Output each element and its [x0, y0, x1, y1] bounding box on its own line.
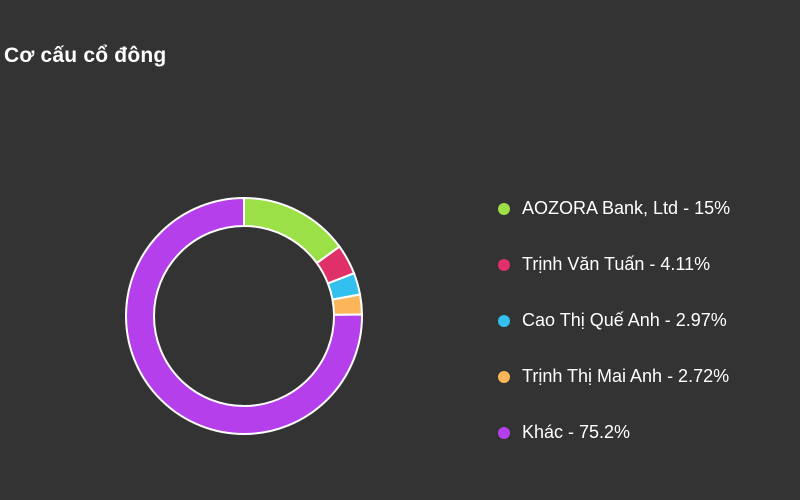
legend-item-4[interactable]: Khác - 75.2% [498, 414, 730, 451]
legend-dot-icon [498, 258, 510, 271]
legend-item-3[interactable]: Trịnh Thị Mai Anh - 2.72% [498, 358, 730, 395]
legend-label: AOZORA Bank, Ltd - 15% [522, 198, 731, 218]
legend-label: Cao Thị Quế Anh - 2.97% [522, 310, 727, 330]
donut-slice-0[interactable] [243, 196, 341, 265]
legend-label: Trịnh Văn Tuấn - 4.11% [522, 254, 711, 274]
legend-dot-icon [498, 370, 510, 383]
legend-item-2[interactable]: Cao Thị Quế Anh - 2.97% [498, 302, 730, 339]
legend-label: Khác - 75.2% [522, 422, 631, 442]
legend-dot-icon [498, 314, 510, 327]
legend-dot-icon [498, 202, 510, 215]
legend-label: Trịnh Thị Mai Anh - 2.72% [522, 366, 730, 386]
legend-item-1[interactable]: Trịnh Văn Tuấn - 4.11% [498, 246, 730, 283]
legend-item-0[interactable]: AOZORA Bank, Ltd - 15% [498, 190, 730, 227]
chart-legend: AOZORA Bank, Ltd - 15% Trịnh Văn Tuấn - 4… [498, 190, 730, 470]
legend-dot-icon [498, 426, 510, 439]
chart-title: Cơ cấu cổ đông [4, 44, 167, 67]
donut-slice-4[interactable] [125, 196, 363, 435]
